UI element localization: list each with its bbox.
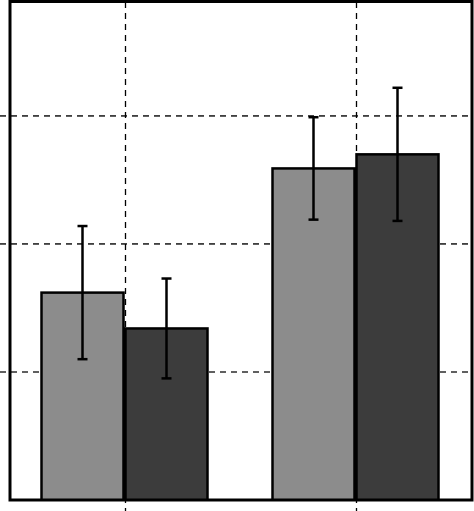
error-bar	[77, 224, 88, 361]
error-bar	[308, 115, 319, 221]
bar	[271, 167, 356, 502]
error-bar	[392, 86, 403, 223]
error-bar	[161, 277, 172, 380]
plot-frame	[8, 0, 474, 502]
